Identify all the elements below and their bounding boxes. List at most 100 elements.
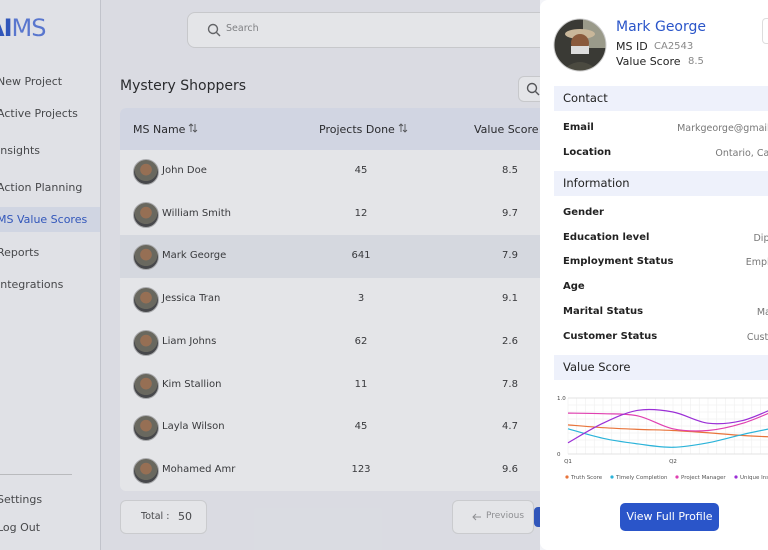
name-cell: Liam Johns xyxy=(162,335,217,347)
field-label: Customer Status xyxy=(563,331,658,342)
name-cell: Kim Stallion xyxy=(162,378,222,390)
field-value: Married xyxy=(756,307,768,318)
field-value: Customer xyxy=(746,332,768,343)
line xyxy=(567,408,768,444)
name-cell: William Smith xyxy=(162,207,231,219)
table: MS Name Projects Done Value Score John Doe 4… xyxy=(120,108,560,491)
sort-icon[interactable] xyxy=(398,123,408,136)
legend-marker xyxy=(610,475,614,479)
name-cell: Jessica Tran xyxy=(162,293,221,305)
search-bar[interactable]: Search xyxy=(187,12,569,48)
projects-cell: 62 xyxy=(354,335,368,347)
line xyxy=(567,412,768,432)
arrow-icon xyxy=(472,513,481,521)
field-label: Marital Status xyxy=(563,306,644,317)
projects-cell: 45 xyxy=(354,421,368,433)
nav-item[interactable]: Reports xyxy=(0,246,40,259)
score-cell: 2.6 xyxy=(502,335,518,347)
nav-item[interactable]: Settings xyxy=(0,493,43,506)
column-title[interactable]: MS Name xyxy=(133,123,186,136)
score-cell: 7.9 xyxy=(502,250,518,262)
search-icon xyxy=(207,23,221,37)
avatar xyxy=(133,329,159,356)
legend-label: Timely Completion xyxy=(615,475,668,481)
projects-cell: 11 xyxy=(354,378,368,390)
table-row[interactable]: Jessica Tran 3 9.1 xyxy=(120,278,560,321)
total-value: 50 xyxy=(178,510,192,523)
logo-ms: MS xyxy=(11,14,47,42)
x-tick-label: Q2 xyxy=(669,459,677,465)
nav-item[interactable]: Log Out xyxy=(0,521,41,534)
score-cell: 4.7 xyxy=(502,421,518,433)
nav-item[interactable]: Insights xyxy=(0,144,41,157)
x-tick-label: Q1 xyxy=(564,459,572,465)
avatar xyxy=(133,244,159,271)
field-label: Email xyxy=(563,122,594,133)
projects-cell: 123 xyxy=(351,463,371,475)
column-title[interactable]: Value Score xyxy=(474,123,539,136)
legend-label: Project Manager xyxy=(681,475,726,481)
profile-panel: Mark George MS ID CA2543 Value Score 8.5… xyxy=(540,0,768,550)
total-label: Total : xyxy=(141,511,170,522)
nav-item[interactable]: New Project xyxy=(0,75,63,88)
divider xyxy=(0,474,72,475)
column-header: Value Score xyxy=(474,123,539,136)
avatar xyxy=(133,415,159,442)
projects-cell: 641 xyxy=(351,250,371,262)
table-row[interactable]: Mark George 641 7.9 xyxy=(120,235,560,279)
previous-label: Previous xyxy=(486,511,525,521)
avatar xyxy=(133,372,159,399)
field-label: Age xyxy=(563,281,585,292)
name-cell: Layla Wilson xyxy=(162,421,225,433)
overlay xyxy=(0,0,540,550)
sort-icon[interactable] xyxy=(188,123,198,136)
y-tick-label: 1.0 xyxy=(557,396,566,402)
projects-cell: 12 xyxy=(354,207,368,219)
nav-item[interactable]: MS Value Scores xyxy=(0,213,88,226)
previous-button[interactable]: Previous xyxy=(452,500,534,534)
nav-active-bg xyxy=(0,207,100,232)
logo-ai: AI xyxy=(0,14,12,42)
table-row[interactable]: Kim Stallion 11 7.8 xyxy=(120,364,560,407)
legend-marker xyxy=(734,475,738,479)
view-profile-button[interactable]: View Full Profile xyxy=(620,503,719,531)
sidebar: AIMS New Project Active Projects Insights A… xyxy=(0,0,101,550)
id-label: MS ID xyxy=(616,40,648,53)
avatar xyxy=(133,457,159,484)
table-row[interactable]: William Smith 12 9.7 xyxy=(120,193,560,236)
score-cell: 9.1 xyxy=(502,293,518,305)
score-label: Value Score xyxy=(616,55,681,68)
name-cell: Mark George xyxy=(162,250,227,262)
legend-marker xyxy=(675,475,679,479)
projects-cell: 3 xyxy=(357,293,365,305)
table-row[interactable]: Liam Johns 62 2.6 xyxy=(120,321,560,364)
name-cell: John Doe xyxy=(162,165,207,176)
table-row[interactable]: Mohamed Amr 123 9.6 xyxy=(120,449,560,491)
close-button[interactable] xyxy=(762,18,768,44)
score-cell: 8.5 xyxy=(502,165,518,176)
nav-item[interactable]: Integrations xyxy=(0,278,64,291)
section-header: Value Score xyxy=(554,355,768,380)
column-header: Projects Done xyxy=(319,123,408,136)
y-tick-label: 0 xyxy=(557,452,561,458)
section-header: Information xyxy=(554,171,768,196)
field-value: Markgeorge@gmail.com xyxy=(677,123,768,134)
score-value: 8.5 xyxy=(688,56,704,67)
avatar xyxy=(133,201,159,228)
nav-item[interactable]: Active Projects xyxy=(0,107,78,120)
column-title[interactable]: Projects Done xyxy=(319,123,395,136)
page-title: Mystery Shoppers xyxy=(120,78,247,94)
avatar xyxy=(133,287,159,314)
score-cell: 7.8 xyxy=(502,378,518,390)
table-row[interactable]: John Doe 45 8.5 xyxy=(120,150,560,193)
name-cell: Mohamed Amr xyxy=(162,463,236,475)
line xyxy=(567,428,768,448)
column-header: MS Name xyxy=(133,123,198,136)
field-value: Employed xyxy=(745,257,768,268)
score-cell: 9.6 xyxy=(502,463,518,475)
total-box: Total : 50 xyxy=(120,500,207,534)
table-row[interactable]: Layla Wilson 45 4.7 xyxy=(120,406,560,449)
nav-item[interactable]: Action Planning xyxy=(0,181,83,194)
field-value: Diploma xyxy=(753,233,768,244)
score-cell: 9.7 xyxy=(502,207,518,219)
